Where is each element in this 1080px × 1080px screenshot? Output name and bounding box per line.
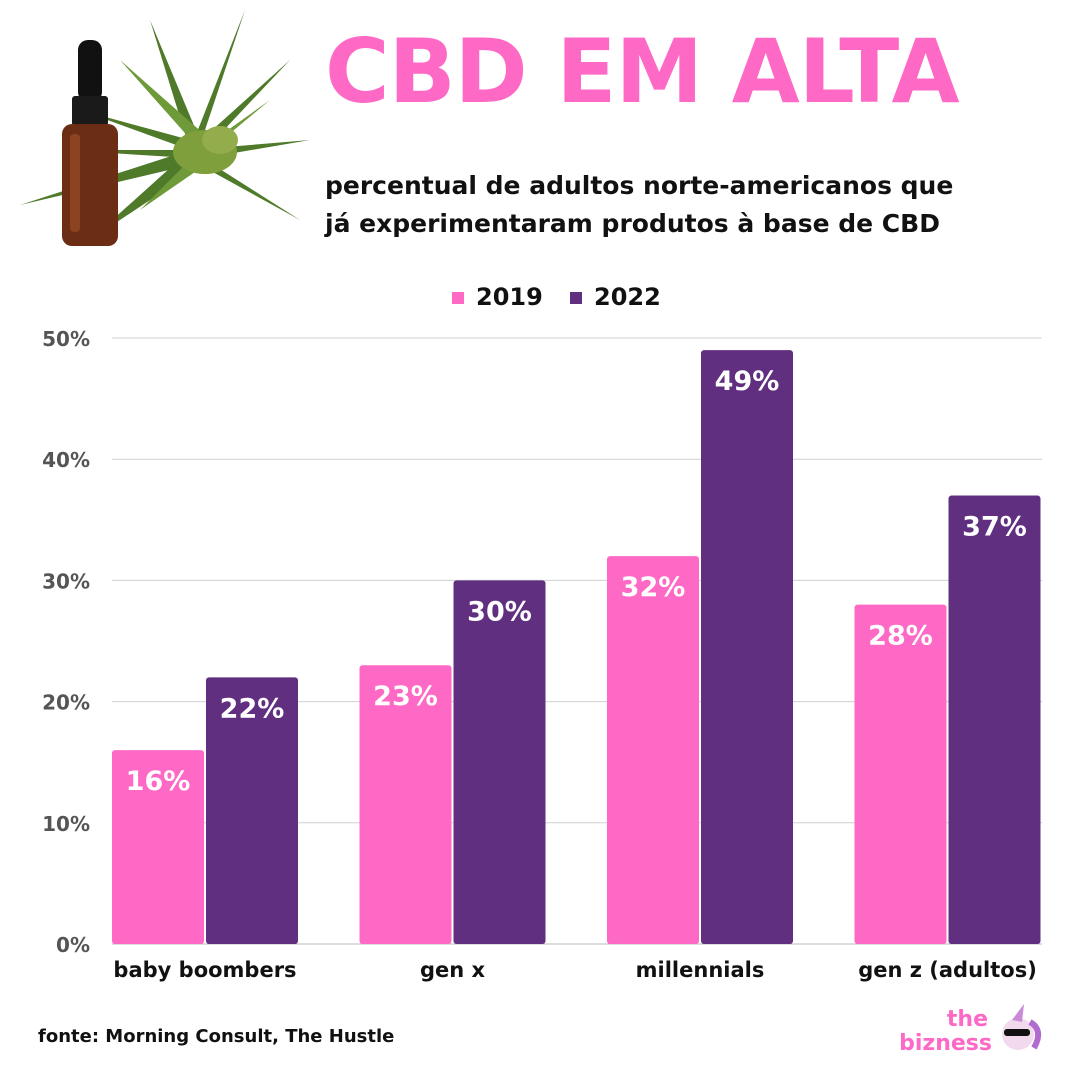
page-title: CBD EM ALTA <box>325 20 960 123</box>
chart-legend: 2019 2022 <box>452 283 661 311</box>
legend-swatch-2022 <box>570 292 582 304</box>
legend-label-2022: 2022 <box>594 283 661 311</box>
hemp-leaves-icon <box>20 10 310 240</box>
bar-value-label: 23% <box>373 681 438 712</box>
cbd-bottle-illustration <box>20 10 310 246</box>
y-tick-label: 40% <box>42 448 90 472</box>
x-tick-label: gen z (adultos) <box>858 958 1037 982</box>
y-axis-ticks: 0% 10% 20% 30% 40% 50% <box>42 327 90 957</box>
unicorn-icon <box>1002 1004 1042 1050</box>
logo-text-top: the <box>947 1007 988 1032</box>
bar-value-label: 37% <box>962 512 1027 543</box>
page-subtitle: percentual de adultos norte-americanos q… <box>325 167 953 243</box>
x-tick-label: baby boombers <box>113 958 296 982</box>
y-tick-label: 20% <box>42 691 90 715</box>
bar-value-label: 49% <box>715 366 780 397</box>
bar-data-labels: 16% 22% 23% 30% 32% 49% 28% 37% <box>126 366 1027 797</box>
x-axis-ticks: baby boombers gen x millennials gen z (adul… <box>113 958 1036 982</box>
x-tick-label: gen x <box>420 958 486 982</box>
dropper-bottle-icon <box>62 40 118 246</box>
y-tick-label: 50% <box>42 327 90 351</box>
bar-value-label: 30% <box>467 596 532 627</box>
bar <box>607 556 699 944</box>
bar <box>206 677 298 944</box>
source-note: fonte: Morning Consult, The Hustle <box>38 1026 395 1047</box>
the-bizness-logo: the bizness <box>900 1004 1042 1056</box>
bar-value-label: 28% <box>868 621 933 652</box>
subtitle-line-1: percentual de adultos norte-americanos q… <box>325 171 954 200</box>
logo-text-bottom: bizness <box>900 1031 992 1056</box>
y-tick-label: 10% <box>42 812 90 836</box>
bar-value-label: 22% <box>220 693 285 724</box>
bar <box>701 350 793 944</box>
bar <box>854 604 947 944</box>
y-tick-label: 0% <box>56 933 90 957</box>
bar <box>112 750 204 944</box>
subtitle-line-2: já experimentaram produtos à base de CBD <box>325 209 940 238</box>
bar <box>359 665 452 944</box>
chart-bars <box>112 350 1041 944</box>
bar-chart: 2019 2022 0% 10% 20% 30% 40% 50% 16% 22% 23% 30% 3… <box>42 283 1042 982</box>
x-tick-label: millennials <box>636 958 765 982</box>
legend-swatch-2019 <box>452 292 464 304</box>
legend-label-2019: 2019 <box>476 283 543 311</box>
bar <box>453 580 546 944</box>
y-tick-label: 30% <box>42 569 90 593</box>
bar <box>948 495 1041 944</box>
bar-value-label: 16% <box>126 766 191 797</box>
bar-value-label: 32% <box>621 572 686 603</box>
